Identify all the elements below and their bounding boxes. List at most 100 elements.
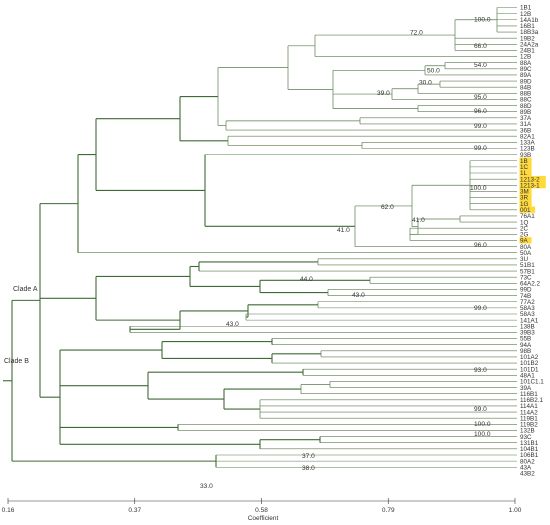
- leaf-label: 116B2.1: [520, 397, 543, 404]
- leaf-label: 24A2a: [520, 41, 539, 48]
- bootstrap-value: 37.0: [302, 453, 315, 460]
- bootstrap-value: 100.0: [470, 185, 487, 192]
- leaf-label: 18B3a: [520, 29, 539, 36]
- leaf-label: 39A: [520, 385, 532, 392]
- leaf-label: 93C: [520, 434, 532, 441]
- leaf-label: 119B2: [520, 422, 538, 429]
- leaf-label: 43A: [520, 464, 532, 471]
- leaf-label: 131B1: [520, 440, 539, 447]
- leaf-label: 1Q: [520, 219, 529, 226]
- leaf-label: 57B1: [520, 268, 535, 275]
- leaf-label: 80A2: [520, 458, 535, 465]
- leaf-highlight: [519, 188, 532, 195]
- leaf-label: 50A: [520, 250, 532, 257]
- leaf-label: 104B1: [520, 446, 539, 453]
- leaf-label: 1213-1: [520, 182, 540, 189]
- axis-ticks: 0.16 0.37 0.58 0.79 1.00: [2, 498, 522, 514]
- leaf-label: 1B1: [520, 5, 532, 12]
- leaf-label: 101D1: [520, 366, 539, 373]
- bootstrap-value: 66.0: [474, 43, 487, 50]
- bootstrap-value: 39.0: [377, 90, 390, 97]
- bootstrap-value: 99.0: [474, 123, 487, 130]
- leaf-label: 12B: [520, 11, 531, 18]
- leaf-highlight: [519, 163, 532, 170]
- leaf-label: 31A: [520, 121, 532, 128]
- highlight-layer: [519, 157, 546, 244]
- branch-layer: [3, 7, 517, 468]
- axis-tick-label: 0.58: [255, 507, 268, 514]
- leaf-label: 101C1.1: [520, 379, 544, 386]
- axis-tick-label: 0.16: [2, 507, 15, 514]
- leaf-highlight: [519, 182, 546, 189]
- leaf-label: 1B: [520, 158, 528, 165]
- leaf-highlight: [519, 175, 546, 183]
- leaf-label: 119B1: [520, 415, 538, 422]
- leaf-label: 101A2: [520, 354, 539, 361]
- leaf-label: 123B: [520, 146, 535, 153]
- leaf-label: 24B1: [520, 48, 535, 55]
- bootstrap-value: 41.0: [412, 217, 425, 224]
- leaf-label-layer: 1B112B14A1b16B118B3a19B224A2a24B112B88A8…: [520, 5, 544, 478]
- leaf-label: 51B1: [520, 262, 535, 269]
- bootstrap-value: 44.0: [300, 276, 313, 283]
- leaf-label: 89C: [520, 66, 532, 73]
- leaf-label: 43B2: [520, 471, 535, 478]
- clade-label: Clade A: [13, 286, 38, 293]
- leaf-label: 99D: [520, 287, 532, 294]
- bootstrap-value: 99.0: [474, 145, 487, 152]
- bootstrap-value: 43.0: [352, 292, 365, 299]
- leaf-label: 106B1: [520, 452, 539, 459]
- bootstrap-value: 100.0: [474, 421, 491, 428]
- bootstrap-value: 96.0: [474, 108, 487, 115]
- leaf-label: 74B: [520, 293, 531, 300]
- leaf-label: 93B: [520, 152, 531, 159]
- leaf-label: 114A2: [520, 409, 538, 416]
- leaf-label: 138B: [520, 323, 535, 330]
- leaf-label: 3R: [520, 195, 529, 202]
- leaf-label: 39B3: [520, 330, 535, 337]
- leaf-highlight: [519, 194, 532, 201]
- clade-label: Clade B: [4, 358, 29, 365]
- leaf-label: 001: [520, 207, 531, 214]
- leaf-label: 3M: [520, 189, 529, 196]
- bootstrap-value: 100.0: [474, 17, 491, 24]
- leaf-highlight: [519, 169, 532, 177]
- leaf-label: 89A: [520, 72, 532, 79]
- leaf-label: 12B: [520, 54, 531, 61]
- bootstrap-value: 33.0: [200, 483, 213, 490]
- leaf-highlight: [519, 157, 532, 164]
- leaf-label: 77A2: [520, 299, 535, 306]
- bootstrap-value: 50.0: [427, 68, 440, 75]
- bootstrap-value: 38.0: [302, 465, 315, 472]
- leaf-label: 1G: [520, 201, 529, 208]
- bootstrap-value: 95.0: [474, 94, 487, 101]
- leaf-label: 64A2.2: [520, 281, 540, 288]
- leaf-label: 80A: [520, 244, 532, 251]
- coefficient-axis: 0.16 0.37 0.58 0.79 1.00 Coefficient: [2, 498, 522, 522]
- axis-tick-label: 0.37: [128, 507, 141, 514]
- leaf-label: 88C: [520, 97, 532, 104]
- leaf-highlight: [519, 237, 532, 244]
- leaf-label: 101B2: [520, 360, 539, 367]
- leaf-label: 14A1b: [520, 17, 539, 24]
- bootstrap-value: 41.0: [337, 227, 350, 234]
- leaf-label: 88D: [520, 103, 532, 110]
- leaf-label: 3U: [520, 256, 529, 263]
- bootstrap-value: 100.0: [474, 431, 491, 438]
- axis-tick-label: 0.79: [382, 507, 395, 514]
- leaf-label: 133A: [520, 140, 536, 147]
- leaf-label: 88B: [520, 91, 531, 98]
- bootstrap-value: 62.0: [381, 204, 394, 211]
- bootstrap-label-layer: 100.0 72.0 66.0 54.0 50.0 30.0 95.0 39.0 96.0 99.…: [200, 17, 491, 491]
- leaf-label: 116B1: [520, 391, 538, 398]
- leaf-label: 98B: [520, 348, 531, 355]
- leaf-label: 1213-2: [520, 176, 540, 183]
- clade-label-layer: Clade A Clade B: [4, 286, 38, 365]
- leaf-label: 1L: [520, 170, 528, 177]
- bootstrap-value: 99.0: [474, 406, 487, 413]
- bootstrap-value: 54.0: [474, 62, 487, 69]
- bootstrap-value: 30.0: [419, 80, 432, 87]
- leaf-label: 58A3: [520, 311, 535, 318]
